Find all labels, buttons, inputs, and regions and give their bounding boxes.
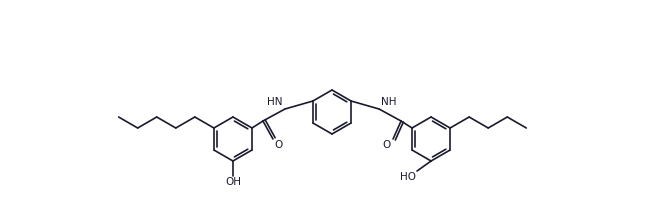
Text: O: O bbox=[383, 140, 391, 150]
Text: OH: OH bbox=[225, 177, 241, 187]
Text: NH: NH bbox=[381, 97, 396, 107]
Text: HN: HN bbox=[268, 97, 283, 107]
Text: O: O bbox=[274, 140, 282, 150]
Text: HO: HO bbox=[400, 172, 416, 182]
